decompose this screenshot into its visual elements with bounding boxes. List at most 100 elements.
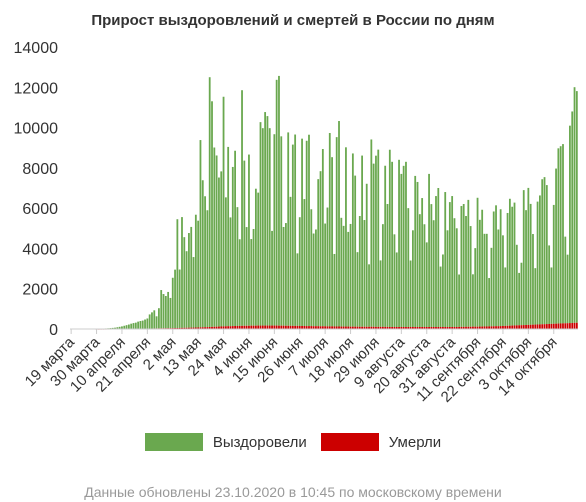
bar-recovered — [548, 245, 551, 324]
bar-recovered — [534, 268, 537, 325]
bar-deaths — [365, 326, 368, 329]
bar-recovered — [402, 165, 405, 327]
bar-recovered — [569, 125, 571, 324]
bar-deaths — [241, 325, 243, 329]
bar-deaths — [312, 326, 315, 329]
bar-recovered — [472, 274, 474, 327]
bar-recovered — [499, 209, 502, 327]
bar-deaths — [474, 326, 477, 329]
bar-deaths — [499, 326, 502, 329]
bar-deaths — [315, 326, 317, 329]
bar-recovered — [407, 208, 410, 327]
bar-recovered — [144, 319, 146, 329]
bar-recovered — [192, 257, 195, 328]
bar-deaths — [511, 325, 514, 329]
bar-recovered — [467, 199, 470, 327]
bar-deaths — [455, 326, 458, 329]
bar-deaths — [289, 325, 292, 329]
bar-deaths — [425, 326, 428, 329]
bar-deaths — [291, 325, 294, 329]
bar-recovered — [391, 161, 394, 327]
bar-recovered — [308, 134, 310, 327]
bar-recovered — [204, 196, 206, 328]
y-tick-label: 8000 — [22, 161, 58, 178]
bar-deaths — [395, 326, 398, 329]
bar-recovered — [123, 325, 126, 329]
bar-deaths — [502, 325, 504, 329]
bar-recovered — [476, 197, 479, 327]
bar-recovered — [342, 225, 345, 327]
bar-deaths — [414, 326, 417, 329]
bar-recovered — [241, 90, 243, 326]
bar-deaths — [384, 326, 387, 329]
bar-deaths — [513, 325, 516, 329]
bar-deaths — [296, 325, 299, 329]
bar-recovered — [167, 291, 170, 329]
bar-recovered — [183, 237, 186, 328]
bar-recovered — [377, 149, 380, 327]
bar-deaths — [428, 326, 430, 329]
bar-deaths — [321, 326, 324, 329]
bar-deaths — [261, 325, 264, 329]
bar-recovered — [405, 161, 407, 327]
bar-deaths — [437, 326, 440, 329]
bar-deaths — [495, 326, 497, 329]
bar-deaths — [218, 326, 220, 329]
y-tick-label: 6000 — [22, 201, 58, 218]
bar-recovered — [458, 274, 460, 327]
bar-deaths — [469, 326, 472, 329]
bar-deaths — [485, 326, 488, 329]
bar-deaths — [552, 323, 555, 329]
bar-deaths — [525, 324, 527, 329]
bar-recovered — [328, 133, 331, 327]
bar-deaths — [534, 324, 537, 329]
bar-recovered — [215, 155, 218, 327]
legend-item-recovered: Выздоровели — [144, 433, 307, 451]
bar-recovered — [439, 266, 442, 327]
bar-recovered — [550, 267, 553, 324]
bar-recovered — [398, 159, 400, 327]
bar-recovered — [171, 277, 174, 329]
bar-deaths — [206, 327, 209, 329]
bar-deaths — [432, 326, 435, 329]
bar-deaths — [377, 326, 380, 329]
bar-recovered — [148, 314, 151, 329]
bar-recovered — [485, 233, 488, 327]
bar-recovered — [206, 210, 209, 328]
bar-recovered — [354, 175, 357, 327]
bar-deaths — [305, 326, 308, 329]
bar-deaths — [245, 325, 248, 329]
bar-recovered — [508, 198, 511, 326]
bar-deaths — [520, 325, 523, 329]
bar-recovered — [502, 235, 504, 326]
bar-recovered — [363, 220, 366, 327]
bar-recovered — [243, 160, 246, 326]
bar-recovered — [162, 294, 165, 329]
bar-recovered — [324, 223, 327, 327]
bar-recovered — [278, 75, 280, 326]
bar-deaths — [340, 326, 343, 329]
bar-deaths — [481, 326, 484, 329]
bar-recovered — [160, 290, 163, 329]
bar-recovered — [275, 79, 278, 326]
bar-recovered — [264, 112, 267, 326]
bar-recovered — [515, 244, 518, 326]
bar-deaths — [518, 325, 521, 329]
bar-recovered — [197, 220, 200, 328]
bar-recovered — [506, 212, 509, 326]
bar-recovered — [268, 128, 271, 326]
bar-recovered — [492, 211, 495, 327]
y-axis: 0 2000 4000 6000 8000 10000 12000 14000 — [14, 40, 59, 339]
bar-recovered — [444, 192, 447, 327]
bar-recovered — [338, 121, 340, 327]
legend: Выздоровели Умерли — [0, 433, 586, 451]
bar-recovered — [388, 149, 391, 327]
bar-recovered — [321, 149, 324, 327]
bar-recovered — [483, 233, 486, 327]
bar-deaths — [238, 325, 241, 329]
bar-deaths — [252, 325, 255, 329]
bar-recovered — [132, 323, 135, 329]
bar-recovered — [139, 321, 142, 329]
y-tick-label: 2000 — [22, 282, 58, 299]
bar-recovered — [395, 252, 398, 327]
